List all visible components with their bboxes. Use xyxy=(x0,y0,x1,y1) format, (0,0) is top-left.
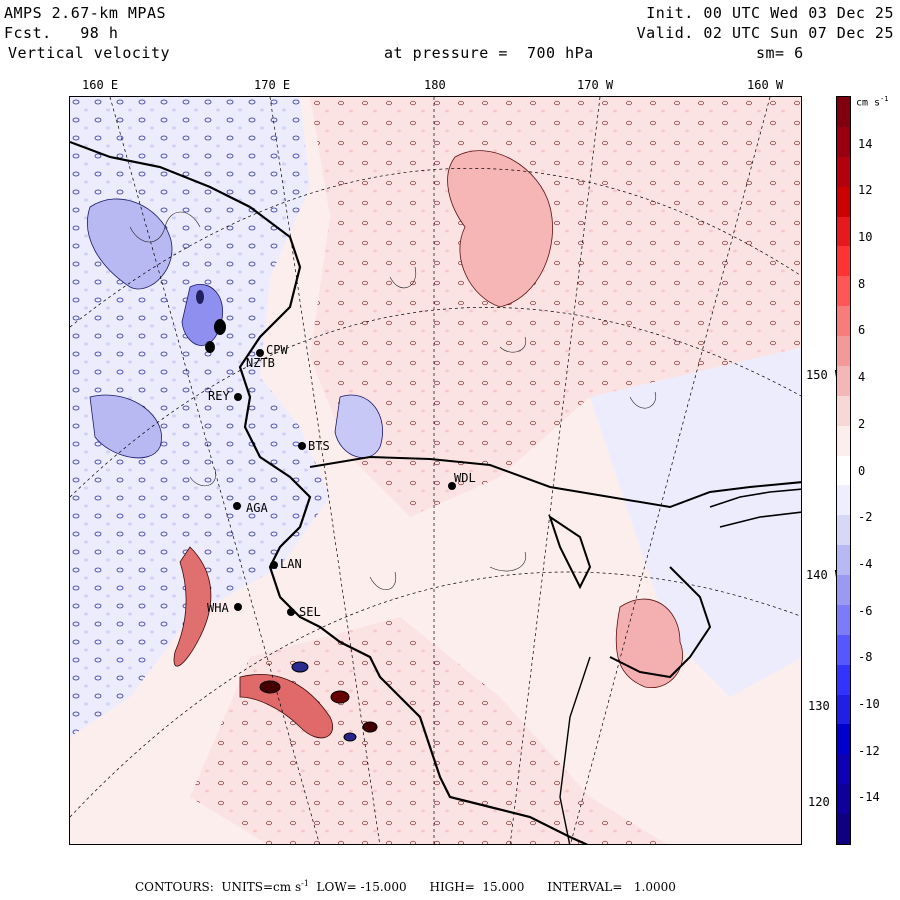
station-dot xyxy=(448,482,456,490)
station-label-aga: AGA xyxy=(246,501,268,515)
colorbar-segment xyxy=(837,365,850,397)
station-dot xyxy=(270,561,278,569)
station-label-wdl: WDL xyxy=(454,471,476,485)
colorbar-tick-label: 6 xyxy=(858,323,866,338)
init-time: Init. 00 UTC Wed 03 Dec 25 xyxy=(646,4,894,22)
colorbar-tick-label: -6 xyxy=(858,603,873,618)
colorbar-units: cm s-1 xyxy=(856,95,889,109)
coastline xyxy=(559,656,591,844)
convective-cluster xyxy=(196,290,378,742)
colorbar-segment xyxy=(837,97,850,128)
coastline xyxy=(709,488,801,528)
colorbar-tick-label: -14 xyxy=(858,790,880,805)
station-label-sel: SEL xyxy=(299,605,321,619)
colorbar-segment xyxy=(837,575,850,606)
colorbar-tick-label: 8 xyxy=(858,276,866,291)
downdraft-cell xyxy=(334,394,383,458)
map-svg xyxy=(70,97,801,844)
positive-region xyxy=(310,97,801,517)
colorbar-tick-label: 10 xyxy=(858,230,873,245)
updraft-cell xyxy=(447,150,553,308)
contour-info: CONTOURS: UNITS=cm s-1 LOW= -15.000 HIGH… xyxy=(135,879,676,894)
colorbar-tick-label: -12 xyxy=(858,743,880,758)
coastline xyxy=(70,140,589,844)
colorbar-segment xyxy=(837,425,850,457)
field-name: Vertical velocity xyxy=(8,44,171,62)
positive-region-south xyxy=(190,617,667,844)
colorbar-segment xyxy=(837,246,850,277)
colorbar-tick-label: 2 xyxy=(858,416,866,431)
lon-label: 160 E xyxy=(82,78,119,92)
colorbar-segment xyxy=(837,395,850,427)
station-label-bts: BTS xyxy=(308,439,330,453)
station-label-lan: LAN xyxy=(280,557,302,571)
lon-label: 160 W xyxy=(747,78,784,92)
colorbar-segment xyxy=(837,724,850,755)
forecast-hour: Fcst. 98 h xyxy=(4,24,119,42)
station-label-cpw: CPW xyxy=(266,343,288,357)
colorbar-segment xyxy=(837,784,850,815)
colorbar-tick-label: 14 xyxy=(858,136,873,151)
downdraft-cell xyxy=(87,198,173,290)
colorbar-tick-label: -10 xyxy=(858,696,880,711)
colorbar-segment xyxy=(837,126,850,158)
downdraft-cell xyxy=(89,394,162,459)
lon-label: 170 E xyxy=(254,78,291,92)
colorbar-segment xyxy=(837,455,850,486)
station-dot xyxy=(298,442,306,450)
ross-ice-shelf-front xyxy=(309,455,801,509)
colorbar-tick-label: 12 xyxy=(858,183,873,198)
colorbar-segment xyxy=(837,545,850,576)
colorbar-segment xyxy=(837,216,850,247)
lon-label: 180 xyxy=(424,78,446,92)
station-dot xyxy=(234,393,242,401)
station-dot xyxy=(256,349,264,357)
colorbar-segment xyxy=(837,634,850,666)
valid-time: Valid. 02 UTC Sun 07 Dec 25 xyxy=(636,24,894,42)
colorbar-segment xyxy=(837,336,850,367)
map-panel[interactable]: CPW NZTB REY BTS WDL AGA LAN WHA SEL xyxy=(69,96,802,845)
station-dot xyxy=(233,502,241,510)
colorbar-segment xyxy=(837,814,850,845)
colorbar-segment xyxy=(837,485,850,516)
colorbar-segment xyxy=(837,186,850,217)
colorbar-segment xyxy=(837,754,850,785)
station-label-wha: WHA xyxy=(207,601,229,615)
model-name: AMPS 2.67-km MPAS xyxy=(4,4,167,22)
colorbar-tick-label: -2 xyxy=(858,510,873,525)
station-dot xyxy=(287,608,295,616)
updraft-band xyxy=(173,546,212,667)
lon-label: 170 W xyxy=(577,78,614,92)
colorbar-segment xyxy=(837,306,850,337)
graticule xyxy=(70,97,801,844)
pressure-level: at pressure = 700 hPa xyxy=(384,44,594,62)
colorbar xyxy=(836,96,851,845)
station-dot xyxy=(234,603,242,611)
smoothing-value: sm= 6 xyxy=(756,44,804,62)
colorbar-segment xyxy=(837,515,850,546)
station-label-rey: REY xyxy=(208,389,230,403)
colorbar-segment xyxy=(837,604,850,636)
colorbar-segment xyxy=(837,276,850,307)
colorbar-segment xyxy=(837,156,850,188)
station-markers xyxy=(233,349,456,616)
colorbar-segment xyxy=(837,664,850,696)
station-label-nztb: NZTB xyxy=(246,356,275,370)
coastline xyxy=(548,514,712,679)
colorbar-tick-label: 0 xyxy=(858,463,866,478)
colorbar-tick-label: -4 xyxy=(858,556,873,571)
negative-region-east xyxy=(590,347,801,697)
colorbar-tick-label: 4 xyxy=(858,370,866,385)
colorbar-tick-label: -8 xyxy=(858,650,873,665)
colorbar-segment xyxy=(837,694,850,725)
